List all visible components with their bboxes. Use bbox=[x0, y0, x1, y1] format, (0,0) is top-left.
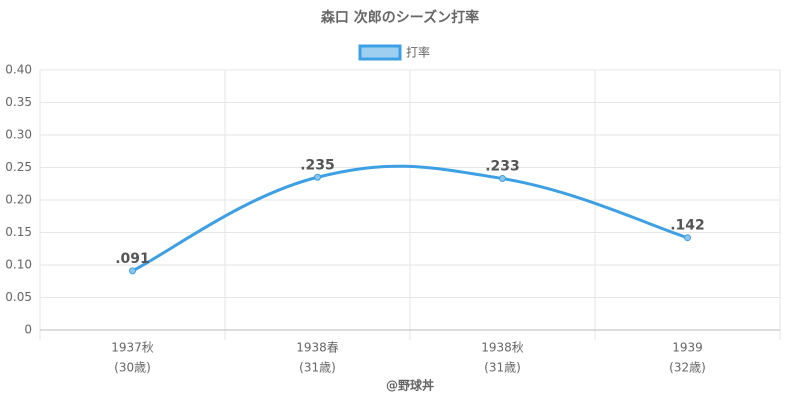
point bbox=[684, 234, 691, 242]
legend-label: 打率 bbox=[406, 45, 430, 60]
y-tick-label: 0.35 bbox=[5, 95, 32, 109]
y-tick-label: 0 bbox=[24, 323, 32, 337]
x-tick-label: 1938秋 bbox=[481, 341, 524, 355]
y-tick-label: 0.10 bbox=[5, 258, 32, 272]
x-tick-label: (30歳) bbox=[114, 361, 151, 375]
data-label: .233 bbox=[485, 159, 520, 175]
data-label: .235 bbox=[300, 157, 335, 173]
y-tick-label: 0.25 bbox=[5, 160, 32, 174]
x-tick-label: (31歳) bbox=[299, 361, 336, 375]
y-tick-label: 0.20 bbox=[5, 193, 32, 207]
chart-title: 森口 次郎のシーズン打率 bbox=[321, 9, 479, 26]
legend-swatch bbox=[358, 44, 402, 61]
x-tick-label: 1938春 bbox=[296, 341, 339, 355]
x-tick-label: (31歳) bbox=[484, 361, 521, 375]
y-tick-label: 0.40 bbox=[5, 63, 32, 77]
data-label: .091 bbox=[115, 251, 150, 267]
y-tick-label: 0.05 bbox=[5, 290, 32, 304]
x-tick-label: (32歳) bbox=[669, 361, 706, 375]
x-tick-label: 1939 bbox=[672, 341, 703, 355]
y-tick-label: 0.30 bbox=[5, 128, 32, 142]
y-tick-label: 0.15 bbox=[5, 225, 32, 239]
data-label: .142 bbox=[670, 218, 705, 234]
point bbox=[314, 173, 321, 181]
point bbox=[129, 267, 136, 275]
line bbox=[131, 164, 688, 273]
point bbox=[499, 175, 506, 183]
x-tick-label: 1937秋 bbox=[111, 341, 154, 355]
x-axis-label: @野球丼 bbox=[386, 378, 434, 393]
